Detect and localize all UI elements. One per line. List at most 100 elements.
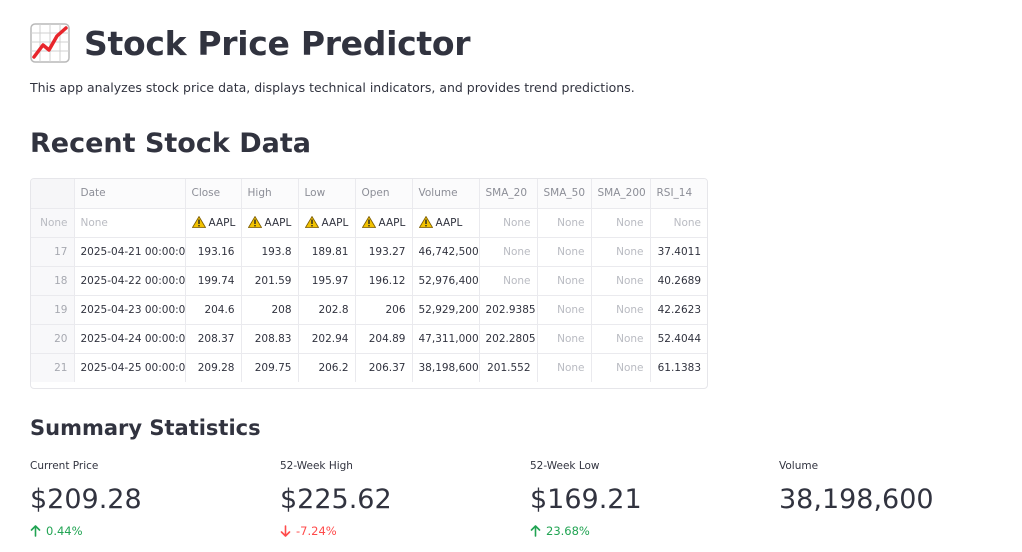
cell-sma200[interactable]: None — [591, 324, 651, 354]
stock-data-table[interactable]: Date Close High Low Open Volume SMA_20 S… — [30, 178, 708, 389]
cell-sma50[interactable]: None — [537, 295, 592, 325]
cell-open[interactable]: 206 — [355, 295, 413, 325]
cell-sma20[interactable]: None — [479, 266, 538, 296]
cell-sma50[interactable]: None — [537, 208, 592, 238]
cell-close[interactable]: 204.6 — [185, 295, 242, 325]
ticker-text: AAPL — [321, 217, 349, 229]
cell-date[interactable]: 2025-04-21 00:00:00 — [74, 237, 186, 267]
row-index: 20 — [31, 324, 75, 354]
index-column-header — [31, 179, 75, 209]
metric-delta: -7.24% — [280, 524, 520, 538]
metric-label: Volume — [779, 460, 819, 472]
cell-low[interactable]: 202.94 — [298, 324, 356, 354]
metric-value: $225.62 — [280, 484, 392, 515]
cell-rsi14[interactable]: 42.2623 — [650, 295, 707, 325]
column-header-sma20[interactable]: SMA_20 — [479, 179, 538, 209]
cell-high[interactable]: AAPL — [241, 208, 299, 238]
cell-sma20[interactable]: 202.9385 — [479, 295, 538, 325]
cell-high[interactable]: 209.75 — [241, 353, 299, 382]
cell-sma20[interactable]: 202.2805 — [479, 324, 538, 354]
cell-date[interactable]: 2025-04-22 00:00:00 — [74, 266, 186, 296]
warning-icon — [304, 216, 319, 228]
cell-sma50[interactable]: None — [537, 324, 592, 354]
cell-rsi14[interactable]: 52.4044 — [650, 324, 707, 354]
cell-sma200[interactable]: None — [591, 237, 651, 267]
cell-open[interactable]: 193.27 — [355, 237, 413, 267]
cell-low[interactable]: 206.2 — [298, 353, 356, 382]
cell-close[interactable]: 193.16 — [185, 237, 242, 267]
cell-date[interactable]: None — [74, 208, 186, 238]
column-header-open[interactable]: Open — [355, 179, 413, 209]
cell-rsi14[interactable]: None — [650, 208, 707, 238]
cell-sma20[interactable]: None — [479, 237, 538, 267]
column-header-high[interactable]: High — [241, 179, 299, 209]
page-header: Stock Price Predictor — [30, 20, 470, 66]
cell-close[interactable]: 208.37 — [185, 324, 242, 354]
arrow-down-icon — [280, 525, 291, 537]
cell-sma200[interactable]: None — [591, 295, 651, 325]
cell-close[interactable]: 199.74 — [185, 266, 242, 296]
column-header-sma50[interactable]: SMA_50 — [537, 179, 592, 209]
cell-close[interactable]: 209.28 — [185, 353, 242, 382]
cell-sma200[interactable]: None — [591, 266, 651, 296]
metric-label: 52-Week High — [280, 460, 353, 472]
column-header-close[interactable]: Close — [185, 179, 242, 209]
cell-volume[interactable]: AAPL — [412, 208, 480, 238]
warning-icon — [361, 216, 376, 228]
cell-volume[interactable]: 46,742,500 — [412, 237, 480, 267]
cell-low[interactable]: 202.8 — [298, 295, 356, 325]
cell-low[interactable]: 189.81 — [298, 237, 356, 267]
cell-open[interactable]: 196.12 — [355, 266, 413, 296]
cell-open[interactable]: 204.89 — [355, 324, 413, 354]
cell-sma20[interactable]: None — [479, 208, 538, 238]
table-row: 19 2025-04-23 00:00:00 204.6 208 202.8 2… — [31, 295, 707, 325]
column-header-rsi14[interactable]: RSI_14 — [650, 179, 707, 209]
cell-high[interactable]: 208 — [241, 295, 299, 325]
cell-high[interactable]: 201.59 — [241, 266, 299, 296]
cell-date[interactable]: 2025-04-24 00:00:00 — [74, 324, 186, 354]
arrow-up-icon — [30, 525, 41, 537]
cell-rsi14[interactable]: 61.1383 — [657, 361, 701, 374]
metric-volume: Volume 38,198,600 — [779, 460, 1019, 518]
ticker-text: AAPL — [208, 217, 236, 229]
cell-rsi14[interactable]: 37.4011 — [650, 237, 707, 267]
cell-close[interactable]: AAPL — [185, 208, 242, 238]
recent-data-heading: Recent Stock Data — [30, 128, 311, 159]
table-row: 21 2025-04-25 00:00:00 209.28 209.75 206… — [31, 353, 707, 382]
cell-volume[interactable]: 38,198,600 — [412, 353, 480, 382]
column-header-low[interactable]: Low — [298, 179, 356, 209]
cell-sma50[interactable]: None — [537, 266, 592, 296]
cell-sma50[interactable]: None — [537, 237, 592, 267]
cell-sma20[interactable]: 201.552 — [479, 353, 538, 382]
metric-52-week-high: 52-Week High $225.62 -7.24% — [280, 460, 520, 538]
cell-volume[interactable]: 47,311,000 — [412, 324, 480, 354]
cell-volume[interactable]: 52,929,200 — [412, 295, 480, 325]
cell-low[interactable]: AAPL — [298, 208, 356, 238]
cell-rsi14[interactable]: 40.2689 — [650, 266, 707, 296]
column-header-date[interactable]: Date — [74, 179, 186, 209]
arrow-up-icon — [530, 525, 541, 537]
row-index: 18 — [31, 266, 75, 296]
cell-high[interactable]: 208.83 — [241, 324, 299, 354]
warning-icon — [191, 216, 206, 228]
cell-open[interactable]: AAPL — [355, 208, 413, 238]
column-header-volume[interactable]: Volume — [412, 179, 480, 209]
column-header-sma200[interactable]: SMA_200 — [591, 179, 651, 209]
ticker-text: AAPL — [378, 217, 406, 229]
cell-date[interactable]: 2025-04-25 00:00:00 — [74, 353, 186, 382]
cell-sma200[interactable]: None — [591, 208, 651, 238]
metric-label: Current Price — [30, 460, 99, 472]
cell-volume[interactable]: 52,976,400 — [412, 266, 480, 296]
cell-low[interactable]: 195.97 — [298, 266, 356, 296]
metric-delta-text: 0.44% — [46, 524, 83, 538]
chart-increasing-icon — [30, 23, 70, 63]
cell-open[interactable]: 206.37 — [355, 353, 413, 382]
cell-date[interactable]: 2025-04-23 00:00:00 — [74, 295, 186, 325]
ticker-text: AAPL — [264, 217, 292, 229]
cell-sma200[interactable]: None — [591, 353, 651, 382]
row-index: 17 — [31, 237, 75, 267]
cell-high[interactable]: 193.8 — [241, 237, 299, 267]
table-header-row: Date Close High Low Open Volume SMA_20 S… — [31, 179, 707, 209]
cell-sma50[interactable]: None — [537, 353, 592, 382]
